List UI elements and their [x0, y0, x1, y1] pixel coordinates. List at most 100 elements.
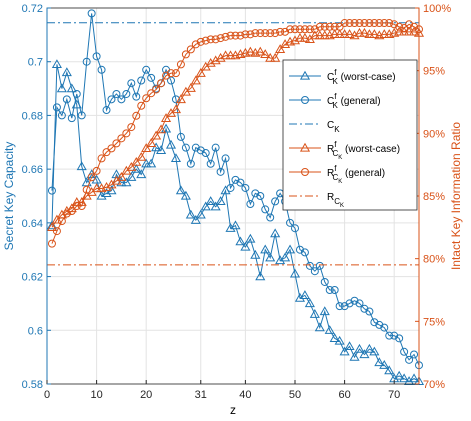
data-point-r_general [137, 101, 146, 110]
data-point-r_worst [329, 29, 340, 38]
data-point-ck_general [330, 286, 339, 294]
data-point-ck_worst [141, 158, 152, 168]
data-point-ck_worst [374, 357, 385, 367]
x-axis-title: z [230, 403, 236, 417]
data-point-r_general [142, 94, 151, 103]
data-point-r_worst [205, 57, 216, 67]
data-point-ck_general [251, 189, 260, 198]
data-point-r_general [370, 19, 379, 28]
data-point-r_worst [260, 49, 271, 59]
data-point-ck_worst [250, 249, 261, 259]
x-tick-label: 60 [338, 389, 350, 401]
data-point-ck_worst [319, 306, 330, 316]
data-point-ck_worst [230, 220, 241, 230]
data-point-ck_worst [101, 188, 112, 197]
data-point-r_worst [334, 29, 345, 38]
data-point-ck_general [186, 159, 195, 168]
data-point-r_worst [175, 94, 186, 104]
data-point-r_worst [71, 197, 82, 206]
data-point-r_worst [394, 26, 405, 36]
data-point-r_general [206, 35, 215, 44]
data-point-ck_worst [180, 190, 191, 200]
data-point-ck_worst [404, 376, 415, 385]
legend: Cf K (worst-case) Cf K (general) CK Rf CK (wor… [282, 59, 418, 211]
x-tick-label: 31 [195, 389, 207, 401]
data-point-ck_worst [284, 244, 296, 254]
data-point-ck_general [395, 334, 404, 343]
data-point-ck_general [127, 79, 136, 88]
data-point-ck_general [291, 224, 299, 233]
data-point-ck_worst [175, 185, 186, 195]
data-point-ck_general [107, 95, 116, 104]
data-point-ck_general [67, 114, 76, 123]
data-point-ck_worst [245, 233, 256, 243]
data-point-r_worst [280, 39, 291, 48]
series-layer [46, 9, 425, 385]
x-tick-label: 70 [388, 389, 400, 401]
data-point-ck_general [340, 302, 349, 311]
data-point-ck_worst [314, 322, 325, 332]
y-left-tick-label: 0.58 [22, 379, 43, 391]
legend-label-r_worst: Rf CK (worst-case) [327, 140, 400, 161]
data-point-r_general [355, 19, 364, 28]
data-point-ck_general [335, 302, 344, 311]
data-point-ck_general [132, 92, 141, 101]
y-left-tick-label: 0.68 [22, 110, 43, 122]
data-point-r_worst [190, 75, 201, 85]
x-tick-label: 0 [44, 389, 50, 401]
data-point-r_general [152, 85, 161, 94]
data-point-r_general [211, 35, 220, 44]
data-point-r_general [305, 25, 314, 34]
y-right-tick-label: 75% [423, 316, 445, 328]
legend-marker-ck_general [301, 96, 309, 104]
data-point-r_general [345, 19, 354, 28]
data-point-r_general [310, 25, 319, 34]
data-point-ck_general [112, 89, 121, 98]
data-point-ck_general [117, 95, 126, 104]
data-point-r_general [47, 239, 56, 248]
data-point-r_general [196, 37, 205, 46]
data-point-ck_worst [235, 236, 246, 246]
data-point-r_general [97, 154, 106, 163]
data-point-r_general [176, 60, 185, 69]
series-r_general [47, 19, 423, 248]
data-point-r_general [117, 134, 126, 143]
data-point-ck_worst [66, 83, 77, 93]
data-point-r_general [77, 202, 86, 211]
data-point-r_general [167, 69, 175, 78]
data-point-ck_general [256, 192, 265, 200]
data-point-r_worst [299, 32, 310, 42]
data-point-r_general [330, 22, 339, 31]
data-point-ck_worst [260, 244, 271, 254]
data-point-r_worst [265, 52, 276, 62]
data-point-ck_general [181, 143, 190, 152]
data-point-ck_worst [121, 177, 132, 187]
data-point-r_worst [146, 138, 157, 148]
data-point-r_general [112, 139, 121, 148]
data-point-r_general [360, 19, 369, 28]
data-point-r_general [320, 22, 329, 31]
data-point-r_general [256, 29, 265, 38]
data-point-r_general [410, 22, 419, 31]
data-point-ck_worst [339, 346, 350, 356]
data-point-r_worst [359, 27, 370, 37]
data-point-r_general [286, 25, 295, 34]
x-tick-label: 10 [90, 389, 102, 401]
data-point-ck_worst [51, 59, 62, 69]
data-point-r_worst [136, 151, 147, 161]
data-point-ck_general [226, 183, 235, 192]
data-point-ck_worst [359, 349, 370, 359]
y-left-tick-label: 0.72 [22, 3, 43, 15]
data-point-ck_general [350, 296, 359, 305]
data-point-ck_worst [344, 341, 355, 351]
data-point-ck_general [261, 205, 270, 214]
data-point-r_general [157, 79, 166, 88]
data-point-r_general [380, 19, 389, 28]
data-point-ck_general [47, 186, 56, 195]
data-point-ck_worst [240, 241, 251, 251]
data-point-ck_worst [408, 373, 420, 383]
data-point-r_worst [379, 29, 390, 38]
legend-label-ck_general: Cf K (general) [327, 92, 381, 110]
data-point-ck_general [246, 200, 255, 209]
